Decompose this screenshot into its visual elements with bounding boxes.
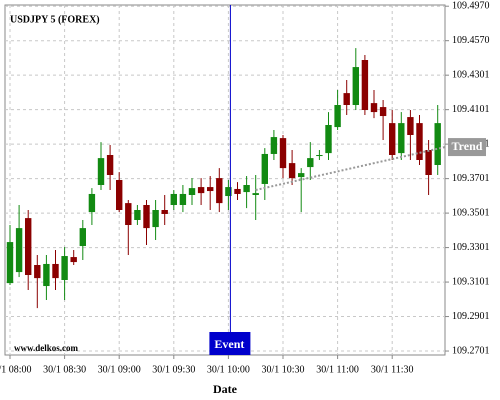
- candle-body: [325, 125, 332, 154]
- candle-body: [288, 163, 296, 179]
- candle-body: [161, 210, 168, 214]
- watermark: www.delkos.com: [14, 343, 79, 353]
- candle-body: [252, 193, 259, 195]
- x-tick-label: 30/1 10:30: [261, 364, 304, 375]
- candle-body: [6, 242, 14, 284]
- candle-body: [52, 263, 59, 279]
- candles: [6, 48, 441, 309]
- candle-body: [270, 137, 278, 154]
- x-tick-label: 30/1 09:30: [152, 364, 195, 375]
- candle-body: [116, 180, 123, 210]
- candle-body: [352, 67, 359, 105]
- y-tick-label: 109.4101: [452, 104, 490, 115]
- y-tick-label: 109.2701: [452, 345, 490, 356]
- candle-body: [398, 123, 405, 154]
- y-tick-label: 109.4301: [452, 69, 490, 80]
- candle-body: [152, 210, 159, 228]
- candle-body: [379, 107, 387, 117]
- candle-body: [34, 265, 41, 279]
- trend-label-box: [448, 138, 486, 157]
- y-tick-label: 109.4970: [452, 1, 490, 12]
- candle-body: [307, 158, 314, 168]
- candle-body: [188, 188, 196, 195]
- candle-body: [170, 193, 177, 205]
- plot-area: [4, 4, 446, 356]
- candle-body: [25, 218, 32, 275]
- trend-line: [255, 146, 446, 191]
- event-label: Event: [214, 337, 244, 351]
- candle-body: [298, 173, 305, 178]
- candle-body: [361, 60, 369, 110]
- candle-body: [134, 210, 141, 220]
- candle-body: [79, 228, 86, 247]
- candle-body: [216, 178, 223, 204]
- candle-body: [389, 123, 396, 155]
- y-tick-label: 109.4570: [452, 35, 490, 46]
- candle-body: [70, 257, 77, 263]
- candle-body: [179, 193, 187, 205]
- candle-body: [88, 193, 96, 213]
- x-tick-label: 30/1 09:00: [98, 364, 141, 375]
- candle-body: [407, 117, 414, 135]
- candle-body: [425, 150, 432, 175]
- candle-body: [97, 158, 105, 185]
- y-tick-label: 109.3101: [452, 276, 490, 287]
- candle-body: [279, 138, 287, 169]
- candle-body: [370, 103, 378, 113]
- x-tick-label: 30/1 11:00: [316, 364, 359, 375]
- candle-body: [197, 187, 205, 194]
- y-tick-label: 109.3301: [452, 242, 490, 253]
- candle-body: [434, 123, 441, 165]
- candle-body: [207, 187, 214, 192]
- candle-body: [43, 263, 50, 287]
- candle-body: [334, 105, 341, 128]
- event-label-box: [209, 332, 251, 355]
- candle-body: [316, 155, 323, 157]
- candle-body: [225, 187, 232, 197]
- candle-body: [343, 93, 350, 105]
- y-tick-label: 109.3501: [452, 207, 490, 218]
- candle-body: [61, 256, 68, 280]
- x-tick-label: 30/1 10:00: [207, 364, 250, 375]
- candle-body: [15, 228, 23, 273]
- trend-label: Trend: [452, 139, 483, 153]
- y-tick-label: 109.3701: [452, 173, 490, 184]
- candle-body: [106, 155, 114, 175]
- candle-body: [234, 188, 241, 194]
- candle-body: [261, 153, 268, 184]
- chart-title: USDJPY 5 (FOREX): [10, 14, 100, 25]
- x-tick-label: 30/1 11:30: [371, 364, 414, 375]
- y-tick-label: 109.2901: [452, 311, 490, 322]
- candle-body: [125, 203, 132, 225]
- x-tick-label: 30/1 08:30: [43, 364, 86, 375]
- candle-body: [416, 123, 423, 160]
- candle-body: [243, 185, 250, 193]
- x-axis-title: Date: [213, 382, 238, 396]
- candle-body: [143, 205, 150, 229]
- x-tick-label: 30/1 08:00: [0, 364, 32, 375]
